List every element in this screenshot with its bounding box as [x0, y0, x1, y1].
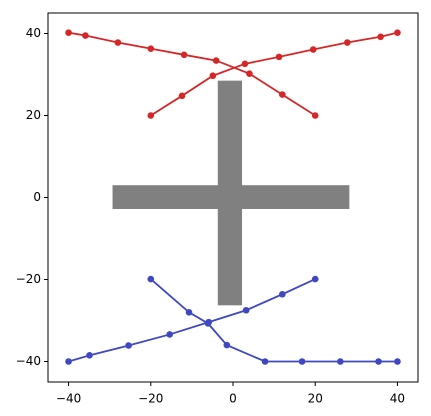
x-tick-label: 20 [308, 392, 323, 406]
point [261, 358, 269, 365]
x-tick-label: −40 [56, 392, 81, 406]
point [125, 342, 132, 349]
point [394, 29, 401, 36]
point [147, 45, 155, 52]
point [86, 352, 93, 359]
point [65, 29, 72, 36]
shape [112, 185, 350, 209]
x-tick-label: 0 [229, 392, 237, 406]
point [279, 290, 286, 298]
point [298, 358, 306, 365]
y-tick-label: 40 [26, 26, 41, 40]
point [212, 57, 220, 64]
point [343, 39, 351, 46]
series-line [150, 278, 398, 363]
point [147, 275, 155, 283]
point [275, 53, 283, 61]
point [82, 32, 89, 39]
point [223, 341, 231, 349]
series-line [150, 31, 398, 117]
point [242, 306, 250, 314]
point [166, 331, 173, 338]
point [185, 309, 193, 316]
y-tick-label: 0 [33, 190, 41, 204]
point [241, 60, 249, 68]
point [246, 70, 253, 77]
y-tick-label: 20 [26, 108, 41, 122]
point [178, 92, 186, 100]
point [309, 46, 317, 53]
point [147, 112, 155, 119]
point [204, 320, 212, 327]
x-tick-label: 40 [390, 392, 405, 406]
point [209, 72, 217, 80]
x-tick-label: −20 [138, 392, 163, 406]
point [377, 33, 384, 41]
y-tick-label: −40 [16, 354, 41, 368]
point [394, 358, 401, 365]
point [311, 275, 319, 283]
point [375, 358, 382, 365]
series-line [68, 278, 316, 363]
point [114, 39, 122, 46]
point [311, 112, 319, 119]
point [337, 358, 344, 365]
point [180, 51, 188, 59]
point [65, 358, 72, 365]
point [279, 91, 286, 98]
series-line [68, 31, 316, 117]
y-tick-label: −20 [16, 272, 41, 286]
